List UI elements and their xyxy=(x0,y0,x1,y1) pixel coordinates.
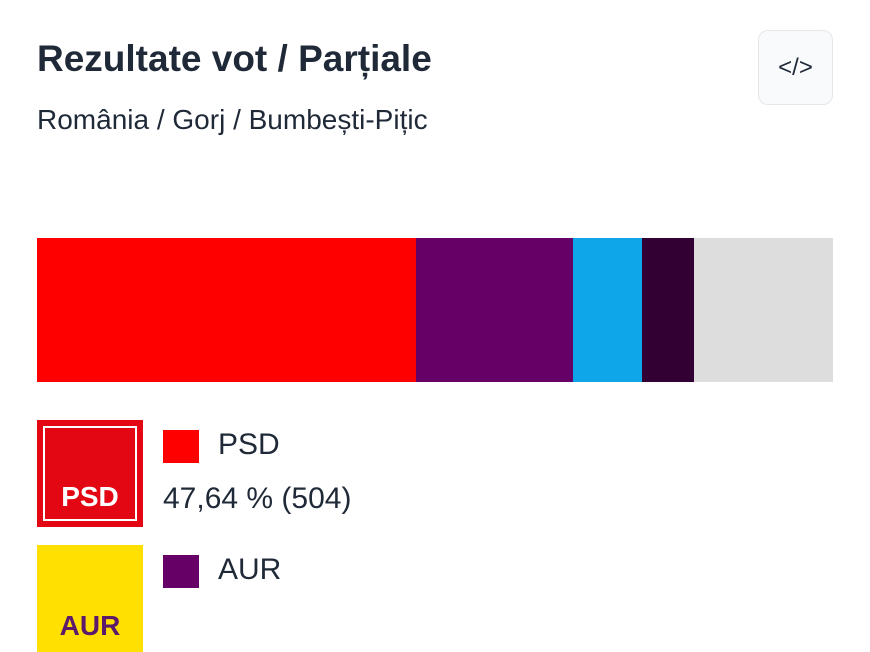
legend-name: PSD xyxy=(218,428,280,461)
bar-segment xyxy=(37,238,417,382)
subtitle: România / Gorj / Bumbești-Pițic xyxy=(37,104,428,135)
legend-swatch xyxy=(163,555,199,588)
bar-segment xyxy=(642,238,694,382)
legend-swatch xyxy=(163,430,199,463)
bar-segment xyxy=(693,238,833,382)
title: Rezultate vot / Parțiale xyxy=(37,38,432,79)
party-logo: AUR xyxy=(37,545,143,652)
bar-segment xyxy=(572,238,643,382)
bar-segment xyxy=(416,238,573,382)
legend-name: AUR xyxy=(218,553,282,586)
stacked-bar xyxy=(37,238,833,382)
party-logo: PSD xyxy=(37,420,143,527)
page: Rezultate vot / Parțiale România / Gorj … xyxy=(37,30,833,652)
embed-button[interactable]: </> xyxy=(758,30,833,105)
legend-result: 47,64 % (504) xyxy=(163,482,352,515)
